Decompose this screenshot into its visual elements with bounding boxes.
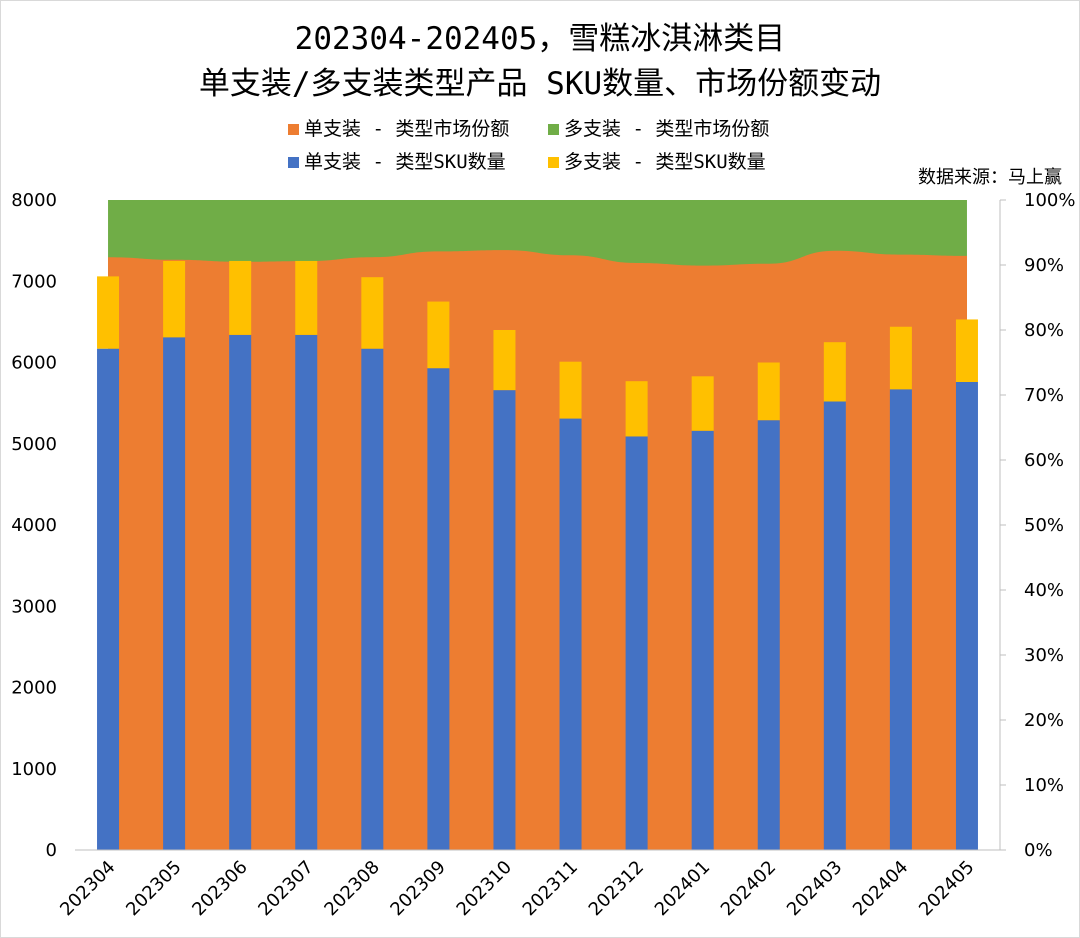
x-axis-tick-label: 202405 bbox=[915, 857, 978, 920]
bar-multipack-sku-202309 bbox=[427, 301, 450, 369]
right-axis-tick-label: 60% bbox=[1024, 450, 1064, 471]
legend-swatch bbox=[288, 157, 299, 168]
bar-singlepack-sku-202307 bbox=[295, 334, 318, 850]
chart-title-line-2: 单支装/多支装类型产品 SKU数量、市场份额变动 bbox=[199, 66, 881, 102]
bar-singlepack-sku-202308 bbox=[361, 348, 384, 850]
x-axis-tick-label: 202308 bbox=[320, 857, 383, 920]
x-axis-tick-label: 202309 bbox=[386, 857, 449, 920]
bar-singlepack-sku-202306 bbox=[229, 334, 252, 850]
legend-item-4: 多支装 - 类型SKU数量 bbox=[548, 151, 766, 173]
bar-singlepack-sku-202311 bbox=[559, 418, 582, 850]
x-axis-tick-label: 202402 bbox=[717, 857, 780, 920]
left-axis-tick-label: 3000 bbox=[11, 596, 57, 617]
x-axis-tick-label: 202404 bbox=[849, 857, 912, 920]
bar-multipack-sku-202311 bbox=[559, 361, 582, 419]
left-axis-tick-label: 2000 bbox=[11, 678, 57, 699]
legend-label: 多支装 - 类型SKU数量 bbox=[564, 151, 766, 173]
bar-multipack-sku-202312 bbox=[625, 381, 648, 437]
bar-singlepack-sku-202402 bbox=[757, 420, 780, 850]
x-axis-tick-label: 202311 bbox=[519, 857, 582, 920]
legend-label: 单支装 - 类型SKU数量 bbox=[304, 151, 506, 173]
legend-label: 单支装 - 类型市场份额 bbox=[304, 118, 509, 140]
bar-multipack-sku-202404 bbox=[889, 326, 912, 390]
bar-singlepack-sku-202310 bbox=[493, 390, 516, 850]
left-axis-tick-label: 6000 bbox=[11, 353, 57, 374]
left-axis-tick-label: 4000 bbox=[11, 515, 57, 536]
right-axis-tick-label: 30% bbox=[1024, 645, 1064, 666]
data-source-note: 数据来源：马上赢 bbox=[918, 166, 1062, 188]
x-axis-tick-label: 202304 bbox=[56, 857, 119, 920]
right-axis-tick-label: 100% bbox=[1024, 190, 1075, 211]
legend-item-1: 单支装 - 类型市场份额 bbox=[288, 118, 509, 140]
bar-multipack-sku-202401 bbox=[691, 376, 714, 431]
right-axis-tick-label: 80% bbox=[1024, 320, 1064, 341]
bar-singlepack-sku-202309 bbox=[427, 368, 450, 850]
x-axis-tick-label: 202310 bbox=[453, 857, 516, 920]
right-axis-tick-label: 40% bbox=[1024, 580, 1064, 601]
bar-singlepack-sku-202304 bbox=[97, 348, 120, 850]
left-axis-tick-label: 1000 bbox=[11, 759, 57, 780]
bar-multipack-sku-202304 bbox=[97, 276, 120, 349]
legend-label: 多支装 - 类型市场份额 bbox=[564, 118, 769, 140]
x-axis-tick-label: 202312 bbox=[585, 857, 648, 920]
bar-multipack-sku-202310 bbox=[493, 330, 516, 391]
bar-singlepack-sku-202404 bbox=[889, 389, 912, 850]
bar-singlepack-sku-202401 bbox=[691, 430, 714, 850]
bar-singlepack-sku-202405 bbox=[955, 382, 978, 850]
bar-singlepack-sku-202403 bbox=[823, 401, 846, 850]
right-axis-tick-label: 0% bbox=[1024, 840, 1053, 861]
legend-swatch bbox=[548, 157, 559, 168]
legend-swatch bbox=[288, 124, 299, 135]
x-axis-tick-label: 202305 bbox=[122, 857, 185, 920]
right-axis-tick-label: 50% bbox=[1024, 515, 1064, 536]
legend-item-2: 多支装 - 类型市场份额 bbox=[548, 118, 769, 140]
right-axis-tick-label: 90% bbox=[1024, 255, 1064, 276]
bar-multipack-sku-202306 bbox=[229, 260, 252, 335]
right-axis-tick-label: 70% bbox=[1024, 385, 1064, 406]
left-axis-tick-label: 8000 bbox=[11, 190, 57, 211]
x-axis-tick-label: 202306 bbox=[188, 857, 251, 920]
x-axis-tick-label: 202401 bbox=[651, 857, 714, 920]
left-axis-tick-label: 7000 bbox=[11, 271, 57, 292]
chart-title-line-1: 202304-202405，雪糕冰淇淋类目 bbox=[295, 21, 786, 57]
left-axis-tick-label: 5000 bbox=[11, 434, 57, 455]
legend-item-3: 单支装 - 类型SKU数量 bbox=[288, 151, 506, 173]
right-axis-tick-label: 10% bbox=[1024, 775, 1064, 796]
bar-multipack-sku-202402 bbox=[757, 362, 780, 421]
bar-multipack-sku-202307 bbox=[295, 260, 318, 335]
bar-multipack-sku-202403 bbox=[823, 342, 846, 402]
legend-swatch bbox=[548, 124, 559, 135]
area-singlepack-share bbox=[108, 250, 968, 851]
bar-singlepack-sku-202305 bbox=[163, 337, 186, 850]
bar-multipack-sku-202405 bbox=[955, 319, 978, 382]
bar-singlepack-sku-202312 bbox=[625, 436, 648, 850]
bar-multipack-sku-202308 bbox=[361, 277, 384, 349]
bar-multipack-sku-202305 bbox=[163, 260, 186, 338]
x-axis-tick-label: 202403 bbox=[783, 857, 846, 920]
right-axis-tick-label: 20% bbox=[1024, 710, 1064, 731]
x-axis-tick-label: 202307 bbox=[254, 857, 317, 920]
left-axis-tick-label: 0 bbox=[46, 840, 57, 861]
